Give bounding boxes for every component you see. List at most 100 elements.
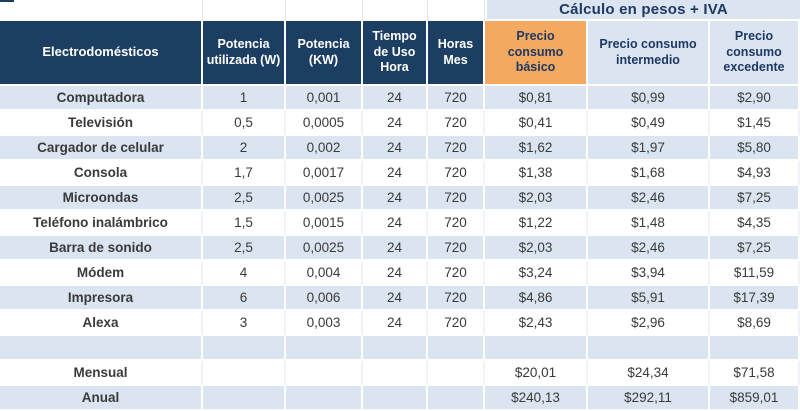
spacer-cell xyxy=(286,0,363,21)
table-cell: $1,45 xyxy=(710,111,800,136)
table-cell: $2,43 xyxy=(485,311,588,336)
row-label-cell: Consola xyxy=(0,161,203,186)
table-cell: 1 xyxy=(203,86,286,111)
table-cell: 2 xyxy=(203,136,286,161)
table-cell: 24 xyxy=(363,161,428,186)
table-cell: $71,58 xyxy=(710,361,800,386)
appliance-row: Microondas 2,5 0,0025 24 720 $2,03 $2,46… xyxy=(0,186,800,211)
summary-row-anual: Anual $240,13 $292,11 $859,01 xyxy=(0,386,800,411)
table-cell: 24 xyxy=(363,311,428,336)
table-cell: 24 xyxy=(363,211,428,236)
spacer-cell xyxy=(0,0,203,21)
header-row: Electrodomésticos Potencia utilizada (W)… xyxy=(0,21,800,86)
table-cell: $4,35 xyxy=(710,211,800,236)
appliance-row: Módem 4 0,004 24 720 $3,24 $3,94 $11,59 xyxy=(0,261,800,286)
table-cell: 720 xyxy=(428,261,485,286)
table-group-banner: Cálculo en pesos + IVA xyxy=(485,0,800,21)
table-cell: $20,01 xyxy=(485,361,588,386)
row-label-cell: Alexa xyxy=(0,311,203,336)
table-cell: 0,0005 xyxy=(286,111,363,136)
table-cell: 0,006 xyxy=(286,286,363,311)
table-cell: $8,69 xyxy=(710,311,800,336)
table-cell: 24 xyxy=(363,136,428,161)
table-cell: 24 xyxy=(363,236,428,261)
table-cell xyxy=(203,386,286,411)
col-header-potencia-kw: Potencia (KW) xyxy=(286,21,363,86)
table-cell: 6 xyxy=(203,286,286,311)
table-cell: 1,5 xyxy=(203,211,286,236)
appliance-row: Alexa 3 0,003 24 720 $2,43 $2,96 $8,69 xyxy=(0,311,800,336)
table-cell: 24 xyxy=(363,261,428,286)
table-cell xyxy=(286,361,363,386)
row-label-cell: Computadora xyxy=(0,86,203,111)
appliance-row: Teléfono inalámbrico 1,5 0,0015 24 720 $… xyxy=(0,211,800,236)
spacer-cell xyxy=(363,0,428,21)
table-cell xyxy=(0,336,203,361)
table-cell xyxy=(710,336,800,361)
table-cell xyxy=(363,361,428,386)
table-cell: 0,0025 xyxy=(286,236,363,261)
table-cell xyxy=(428,336,485,361)
table-cell xyxy=(428,386,485,411)
table-cell xyxy=(286,386,363,411)
table-cell: $11,59 xyxy=(710,261,800,286)
table-cell: 0,0017 xyxy=(286,161,363,186)
table-cell: 720 xyxy=(428,211,485,236)
table-cell: 720 xyxy=(428,86,485,111)
spacer-cell xyxy=(428,0,485,21)
appliance-row: Consola 1,7 0,0017 24 720 $1,38 $1,68 $4… xyxy=(0,161,800,186)
table-cell: $1,62 xyxy=(485,136,588,161)
table-cell: 0,0015 xyxy=(286,211,363,236)
table-cell: 24 xyxy=(363,86,428,111)
table-cell: $7,25 xyxy=(710,186,800,211)
table-cell: $2,90 xyxy=(710,86,800,111)
table-cell: 1,7 xyxy=(203,161,286,186)
table-cell: $240,13 xyxy=(485,386,588,411)
row-label-cell: Barra de sonido xyxy=(0,236,203,261)
table-cell: $2,03 xyxy=(485,236,588,261)
table-cell: $4,86 xyxy=(485,286,588,311)
table-cell: $3,24 xyxy=(485,261,588,286)
table-cell: $1,97 xyxy=(588,136,710,161)
col-header-precio-intermedio: Precio consumo intermedio xyxy=(588,21,710,86)
table-cell: $5,80 xyxy=(710,136,800,161)
table-cell: 0,004 xyxy=(286,261,363,286)
row-label-cell: Teléfono inalámbrico xyxy=(0,211,203,236)
col-header-precio-basico: Precio consumo básico xyxy=(485,21,588,86)
row-label-cell: Televisión xyxy=(0,111,203,136)
table-cell: $292,11 xyxy=(588,386,710,411)
table-cell: $1,22 xyxy=(485,211,588,236)
col-header-potencia-utilizada: Potencia utilizada (W) xyxy=(203,21,286,86)
col-header-precio-excedente: Precio consumo excedente xyxy=(710,21,800,86)
table-cell: $2,46 xyxy=(588,186,710,211)
table-cell xyxy=(363,386,428,411)
table-cell: $0,81 xyxy=(485,86,588,111)
summary-row-mensual: Mensual $20,01 $24,34 $71,58 xyxy=(0,361,800,386)
table-cell xyxy=(363,336,428,361)
appliance-row: Televisión 0,5 0,0005 24 720 $0,41 $0,49… xyxy=(0,111,800,136)
table-cell: 720 xyxy=(428,111,485,136)
row-label-cell: Anual xyxy=(0,386,203,411)
table-cell: $2,03 xyxy=(485,186,588,211)
col-header-electrodomesticos: Electrodomésticos xyxy=(0,21,203,86)
table-cell: 720 xyxy=(428,136,485,161)
table-cell: 24 xyxy=(363,186,428,211)
table-cell: 2,5 xyxy=(203,236,286,261)
row-label-cell: Cargador de celular xyxy=(0,136,203,161)
table-cell: 0,5 xyxy=(203,111,286,136)
table-cell: $1,48 xyxy=(588,211,710,236)
table-cell: $0,99 xyxy=(588,86,710,111)
table-cell: 720 xyxy=(428,286,485,311)
row-label-cell: Mensual xyxy=(0,361,203,386)
appliance-row: Computadora 1 0,001 24 720 $0,81 $0,99 $… xyxy=(0,86,800,111)
table-cell: $2,46 xyxy=(588,236,710,261)
col-header-horas-mes: Horas Mes xyxy=(428,21,485,86)
table-cell xyxy=(428,361,485,386)
table-cell: $0,49 xyxy=(588,111,710,136)
appliance-row: Barra de sonido 2,5 0,0025 24 720 $2,03 … xyxy=(0,236,800,261)
spacer-cell xyxy=(203,0,286,21)
appliance-row: Impresora 6 0,006 24 720 $4,86 $5,91 $17… xyxy=(0,286,800,311)
table-cell: 0,001 xyxy=(286,86,363,111)
table-cell: 2,5 xyxy=(203,186,286,211)
